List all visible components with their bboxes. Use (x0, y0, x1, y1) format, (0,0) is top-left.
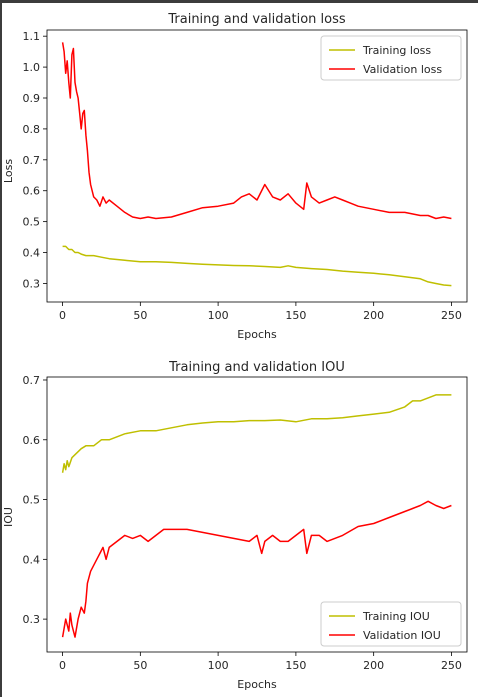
iou-chart-ylabel: IOU (2, 507, 15, 527)
loss-chart-xlabel: Epochs (237, 328, 277, 341)
loss-chart-ylabel: Loss (2, 159, 15, 183)
iou-xtick-label: 100 (208, 659, 229, 672)
loss-xtick-label: 100 (208, 309, 229, 322)
loss-ytick-label: 0.6 (23, 185, 41, 198)
loss-chart: Training and validation loss Epochs Loss… (2, 12, 468, 341)
loss-ytick-label: 0.8 (23, 123, 41, 136)
iou-xtick-label: 0 (59, 659, 66, 672)
loss-xtick-label: 150 (285, 309, 306, 322)
loss-legend-label-1: Validation loss (363, 63, 442, 76)
iou-xtick-label: 200 (363, 659, 384, 672)
iou-ytick-label: 0.4 (23, 553, 41, 566)
iou-chart-title: Training and validation IOU (168, 360, 345, 375)
iou-legend-label-1: Validation IOU (363, 629, 441, 642)
loss-xtick-label: 250 (441, 309, 462, 322)
iou-chart: Training and validation IOU Epochs IOU 0… (2, 360, 468, 691)
iou-legend-box (320, 601, 462, 647)
iou-chart-xlabel: Epochs (237, 678, 277, 691)
iou-xtick-label: 50 (133, 659, 147, 672)
iou-ytick-label: 0.6 (23, 434, 41, 447)
loss-xtick-label: 200 (363, 309, 384, 322)
loss-ytick-label: 0.7 (23, 154, 41, 167)
loss-xtick-label: 50 (133, 309, 147, 322)
loss-chart-title: Training and validation loss (167, 12, 345, 27)
loss-legend-label-0: Training loss (362, 44, 431, 57)
iou-ytick-label: 0.3 (23, 613, 41, 626)
loss-ytick-label: 1.0 (23, 61, 41, 74)
loss-ytick-label: 1.1 (23, 30, 41, 43)
frame-border-top (0, 0, 478, 3)
iou-xtick-label: 150 (285, 659, 306, 672)
iou-series-line-1 (61, 500, 452, 638)
loss-ytick-label: 0.9 (23, 92, 41, 105)
iou-xtick-label: 250 (441, 659, 462, 672)
iou-ytick-label: 0.7 (23, 374, 41, 387)
iou-legend-label-0: Training IOU (362, 610, 430, 623)
loss-series-line-1 (61, 42, 452, 220)
frame-border-left (0, 0, 2, 697)
loss-legend-box (320, 35, 462, 81)
loss-ytick-label: 0.3 (23, 277, 41, 290)
loss-xtick-label: 0 (59, 309, 66, 322)
loss-series-line-0 (62, 245, 452, 287)
iou-axes-frame (46, 376, 468, 653)
loss-ytick-label: 0.5 (23, 216, 41, 229)
iou-ytick-label: 0.5 (23, 494, 41, 507)
loss-ytick-label: 0.4 (23, 247, 41, 260)
loss-axes-frame (46, 29, 468, 303)
iou-series-line-0 (61, 394, 452, 473)
